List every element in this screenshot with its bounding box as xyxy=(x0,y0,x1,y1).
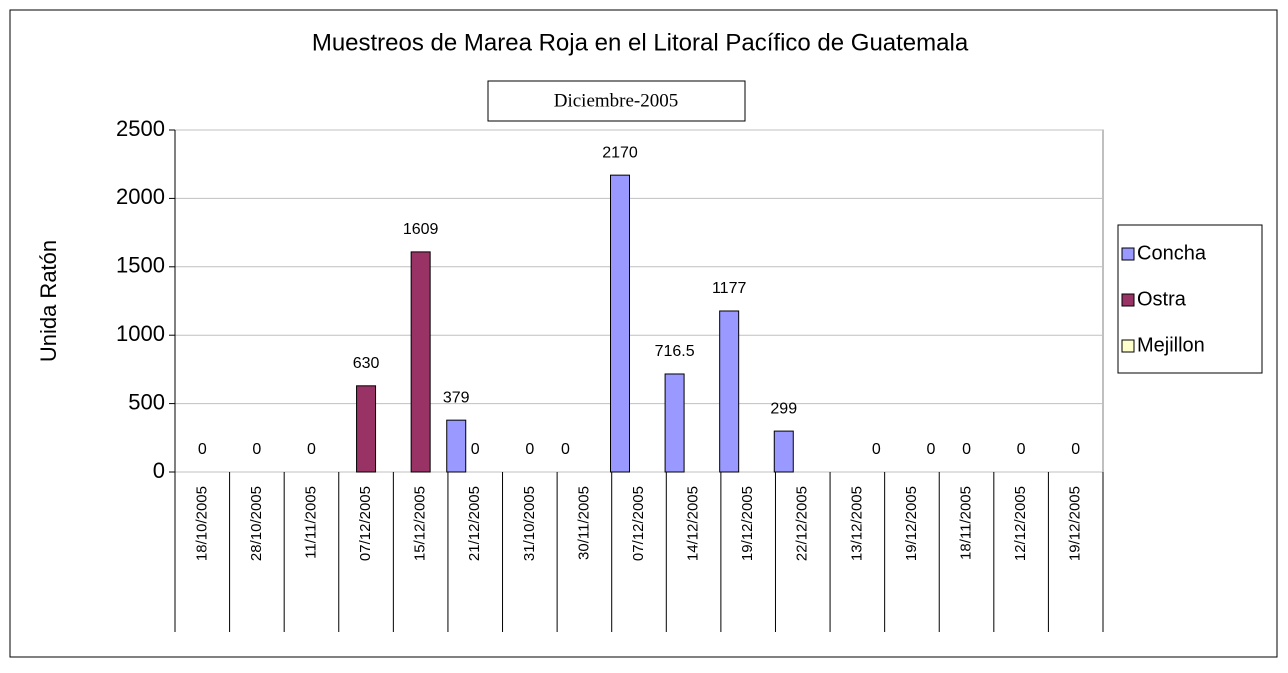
legend-swatch xyxy=(1121,339,1135,353)
legend-label: Ostra xyxy=(1137,288,1187,310)
data-label: 1177 xyxy=(712,280,747,297)
data-label: 379 xyxy=(443,389,470,406)
y-tick-label: 1000 xyxy=(116,321,165,346)
x-tick-label: 22/12/2005 xyxy=(794,486,811,561)
x-tick-label: 19/12/2005 xyxy=(1067,486,1084,561)
data-label: 2170 xyxy=(602,144,638,161)
data-label: 630 xyxy=(353,355,380,372)
y-tick-label: 2000 xyxy=(116,184,165,209)
x-tick-label: 07/12/2005 xyxy=(630,486,647,561)
legend-label: Concha xyxy=(1137,242,1207,264)
x-tick-label: 19/12/2005 xyxy=(903,486,920,561)
bar xyxy=(719,310,740,473)
data-label: 0 xyxy=(525,441,534,458)
chart-subtitle: Diciembre-2005 xyxy=(554,90,679,111)
x-tick-label: 18/10/2005 xyxy=(193,486,210,561)
data-label: 0 xyxy=(1071,441,1080,458)
y-axis-label: Unida Ratón xyxy=(36,240,61,362)
x-tick-label: 28/10/2005 xyxy=(248,486,265,561)
bar xyxy=(446,419,467,473)
x-tick-label: 15/12/2005 xyxy=(412,486,429,561)
x-tick-label: 07/12/2005 xyxy=(357,486,374,561)
data-label: 716.5 xyxy=(655,343,695,360)
x-tick-label: 31/10/2005 xyxy=(521,486,538,561)
plot-area xyxy=(174,129,1104,473)
data-label: 0 xyxy=(962,441,971,458)
y-tick-label: 0 xyxy=(153,458,165,483)
data-label: 0 xyxy=(561,441,570,458)
x-tick-label: 18/11/2005 xyxy=(957,486,974,560)
legend-swatch xyxy=(1121,293,1135,307)
chart-title: Muestreos de Marea Roja en el Litoral Pa… xyxy=(312,29,969,56)
bar xyxy=(664,373,685,473)
y-tick-label: 500 xyxy=(128,389,165,414)
data-label: 0 xyxy=(926,441,935,458)
legend-swatch xyxy=(1121,247,1135,261)
data-label: 1609 xyxy=(403,221,439,238)
legend-label: Mejillon xyxy=(1137,334,1205,356)
x-tick-label: 11/11/2005 xyxy=(302,486,319,559)
subtitle-box xyxy=(487,80,746,122)
legend xyxy=(1117,224,1263,374)
x-tick-label: 13/12/2005 xyxy=(848,486,865,561)
x-tick-label: 12/12/2005 xyxy=(1012,486,1029,561)
y-tick-label: 2500 xyxy=(116,116,165,141)
bar xyxy=(410,251,431,473)
x-tick-label: 14/12/2005 xyxy=(685,486,702,561)
bar xyxy=(356,385,377,473)
data-label: 0 xyxy=(198,441,207,458)
data-label: 0 xyxy=(252,441,261,458)
data-label: 0 xyxy=(471,441,480,458)
data-label: 0 xyxy=(872,441,881,458)
bar xyxy=(773,430,794,473)
y-tick-label: 1500 xyxy=(116,253,165,278)
x-tick-label: 21/12/2005 xyxy=(466,486,483,561)
x-tick-label: 19/12/2005 xyxy=(739,486,756,561)
bar xyxy=(610,174,630,473)
x-tick-label: 30/11/2005 xyxy=(575,486,592,560)
data-label: 0 xyxy=(1017,441,1026,458)
data-label: 0 xyxy=(307,441,316,458)
data-label: 299 xyxy=(770,400,797,417)
